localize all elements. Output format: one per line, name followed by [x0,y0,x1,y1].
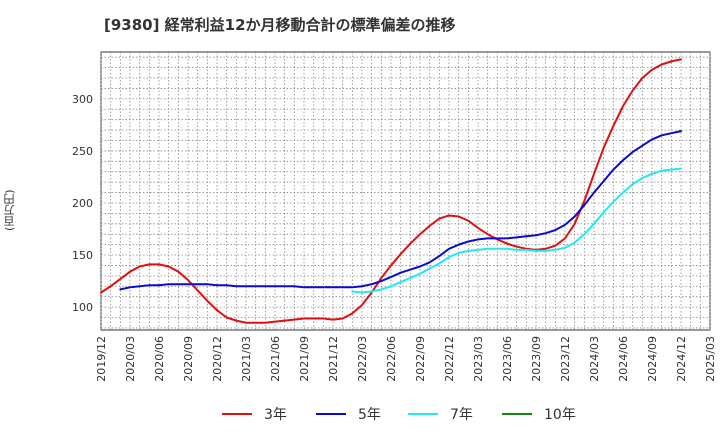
legend-label: 10年 [544,407,576,423]
x-tick-label: 2024/03 [588,336,601,382]
series-line-7年 [351,167,682,294]
x-tick-label: 2022/03 [356,336,369,382]
x-tick-label: 2022/12 [443,336,456,382]
x-tick-label: 2021/03 [240,336,253,382]
x-tick-label: 2020/03 [124,336,137,382]
x-tick-label: 2022/06 [385,336,398,382]
x-tick-label: 2021/12 [327,336,340,382]
chart-title: [9380] 経常利益12か月移動合計の標準偏差の推移 [104,16,456,34]
y-tick-label: 150 [72,249,93,262]
series-line-3年 [100,58,682,324]
x-tick-label: 2020/09 [182,336,195,382]
legend-label: 5年 [358,407,381,423]
plot-area [100,51,711,331]
x-tick-label: 2023/06 [501,336,514,382]
y-tick-label: 300 [72,93,93,106]
y-tick-label: 200 [72,197,93,210]
x-tick-label: 2019/12 [95,336,108,382]
series-line-5年 [119,130,682,291]
x-tick-label: 2022/09 [414,336,427,382]
y-tick-label: 100 [72,301,93,314]
y-tick-label: 250 [72,145,93,158]
x-tick-label: 2024/09 [646,336,659,382]
x-tick-label: 2021/06 [269,336,282,382]
x-tick-label: 2023/12 [559,336,572,382]
x-tick-label: 2021/09 [298,336,311,382]
legend-label: 7年 [450,407,473,423]
x-tick-label: 2023/09 [530,336,543,382]
x-tick-label: 2024/12 [675,336,688,382]
legend-label: 3年 [264,407,287,423]
x-tick-label: 2020/06 [153,336,166,382]
x-tick-label: 2024/06 [617,336,630,382]
x-tick-label: 2025/03 [704,336,717,382]
x-tick-label: 2023/03 [472,336,485,382]
x-tick-label: 2020/12 [211,336,224,382]
